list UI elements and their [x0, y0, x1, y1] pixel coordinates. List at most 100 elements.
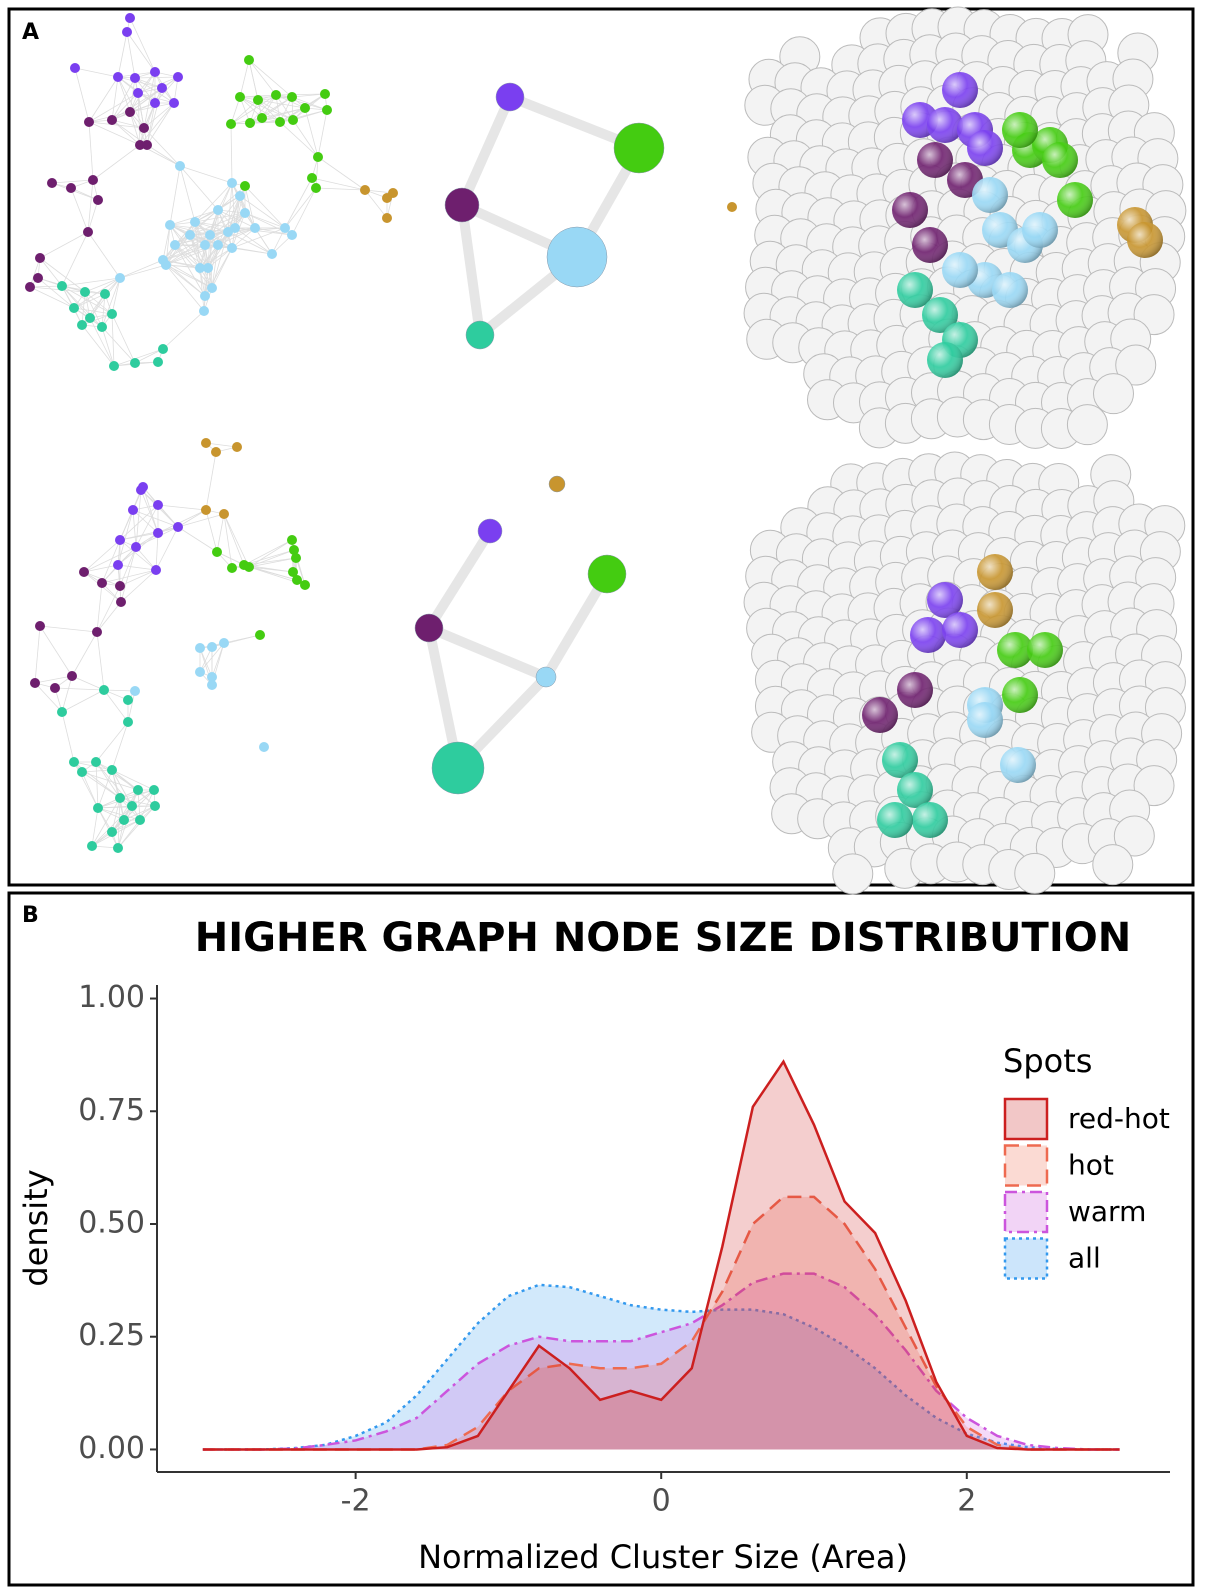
network-node: [157, 83, 167, 93]
network-node: [107, 827, 117, 837]
surface-bead: [1093, 845, 1133, 885]
network-node: [149, 785, 159, 795]
network-node: [84, 117, 94, 127]
network-node: [130, 358, 140, 368]
legend-key: [1005, 1146, 1047, 1186]
legend-key: [1005, 1239, 1047, 1279]
network-node: [119, 815, 129, 825]
network-node: [125, 13, 135, 23]
page: HIGHER GRAPH NODE SIZE DISTRIBUTIONNorma…: [0, 0, 1209, 1587]
network-node: [57, 281, 67, 291]
graph-node: [536, 667, 556, 687]
y-tick-label: 0.50: [78, 1205, 145, 1240]
network-node: [382, 213, 392, 223]
network-node: [77, 320, 87, 330]
network-node: [211, 447, 221, 457]
network-node: [161, 260, 171, 270]
network-node: [93, 803, 103, 813]
network-node: [195, 667, 205, 677]
network-node: [259, 742, 269, 752]
network-node: [130, 73, 140, 83]
legend-label: hot: [1068, 1149, 1114, 1182]
network-node: [173, 522, 183, 532]
graph-node: [432, 742, 484, 794]
network-node: [169, 98, 179, 108]
network-node: [219, 509, 229, 519]
residue-shading: [977, 554, 1013, 590]
network-node: [195, 643, 205, 653]
residue-shading: [992, 272, 1028, 308]
residue-shading: [1000, 747, 1036, 783]
residue-shading: [897, 672, 933, 708]
network-node: [267, 249, 277, 259]
legend-key: [1005, 1192, 1047, 1232]
network-node: [232, 442, 242, 452]
network-node: [142, 140, 152, 150]
residue-shading: [967, 130, 1003, 166]
network-node: [175, 161, 185, 171]
surface-bead: [833, 854, 873, 894]
network-node: [201, 438, 211, 448]
graph-node: [549, 476, 565, 492]
residue-shading: [967, 702, 1003, 738]
network-node: [322, 105, 332, 115]
x-tick-label: 2: [957, 1484, 976, 1519]
network-node: [99, 685, 109, 695]
panel-label: B: [22, 903, 39, 928]
network-node: [97, 578, 107, 588]
network-node: [109, 361, 119, 371]
network-node: [213, 205, 223, 215]
y-tick-label: 0.00: [78, 1431, 145, 1466]
network-node: [150, 801, 160, 811]
network-node: [92, 627, 102, 637]
residue-shading: [927, 342, 963, 378]
surface-bead: [1067, 405, 1107, 445]
legend-label: all: [1068, 1242, 1101, 1275]
figure: HIGHER GRAPH NODE SIZE DISTRIBUTIONNorma…: [0, 0, 1209, 1587]
network-node: [300, 103, 310, 113]
network-node: [113, 843, 123, 853]
network-node: [66, 183, 76, 193]
network-node: [173, 72, 183, 82]
network-node: [257, 113, 267, 123]
network-node: [130, 686, 140, 696]
network-node: [97, 322, 107, 332]
network-node: [240, 181, 250, 191]
residue-shading: [912, 802, 948, 838]
network-node: [244, 55, 254, 65]
network-node: [47, 178, 57, 188]
graph-node: [547, 227, 607, 287]
residue-shading: [862, 697, 898, 733]
network-node: [57, 707, 67, 717]
network-node: [35, 621, 45, 631]
network-node: [128, 505, 138, 515]
network-node: [122, 27, 132, 37]
network-node: [275, 117, 285, 127]
network-node: [313, 152, 323, 162]
network-node: [158, 344, 168, 354]
residue-shading: [1022, 212, 1058, 248]
graph-node: [466, 321, 494, 349]
network-node: [69, 303, 79, 313]
network-node: [207, 680, 217, 690]
network-node: [135, 815, 145, 825]
network-node: [190, 217, 200, 227]
network-node: [77, 767, 87, 777]
network-node: [33, 273, 43, 283]
network-node: [115, 793, 125, 803]
network-node: [153, 500, 163, 510]
network-node: [131, 542, 141, 552]
network-node: [100, 289, 110, 299]
network-node: [91, 757, 101, 767]
network-node: [287, 92, 297, 102]
network-node: [200, 240, 210, 250]
graph-node: [614, 123, 664, 173]
network-node: [85, 313, 95, 323]
network-node: [93, 195, 103, 205]
chart-title: HIGHER GRAPH NODE SIZE DISTRIBUTION: [195, 915, 1131, 961]
network-node: [320, 89, 330, 99]
network-node: [235, 191, 245, 201]
network-node: [223, 227, 233, 237]
network-node: [113, 72, 123, 82]
residue-shading: [972, 177, 1008, 213]
